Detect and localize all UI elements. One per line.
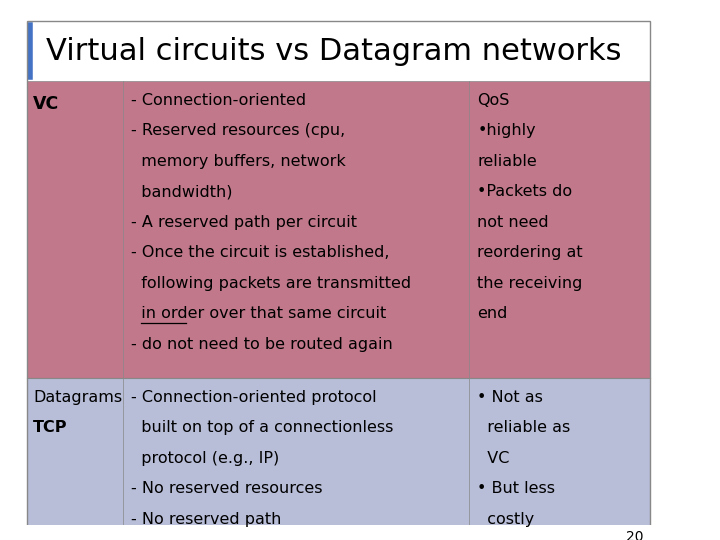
Text: •highly: •highly (477, 124, 536, 138)
Text: • But less: • But less (477, 481, 555, 496)
Text: protocol (e.g., IP): protocol (e.g., IP) (131, 451, 279, 466)
Text: in order over that same circuit: in order over that same circuit (131, 306, 387, 321)
Text: reliable: reliable (477, 154, 537, 169)
Text: • Not as: • Not as (477, 390, 543, 405)
Text: not need: not need (477, 215, 549, 230)
Text: following packets are transmitted: following packets are transmitted (131, 276, 411, 291)
Text: Virtual circuits vs Datagram networks: Virtual circuits vs Datagram networks (47, 37, 622, 66)
Text: - Once the circuit is established,: - Once the circuit is established, (131, 245, 390, 260)
FancyBboxPatch shape (27, 21, 650, 82)
Text: - do not need to be routed again: - do not need to be routed again (131, 337, 393, 352)
Text: reliable as: reliable as (477, 420, 570, 435)
Text: - Connection-oriented: - Connection-oriented (131, 93, 306, 108)
FancyBboxPatch shape (27, 82, 650, 379)
Text: end: end (477, 306, 508, 321)
Text: TCP: TCP (33, 420, 68, 435)
FancyBboxPatch shape (27, 379, 650, 540)
Text: - No reserved resources: - No reserved resources (131, 481, 323, 496)
Text: - No reserved path: - No reserved path (131, 512, 282, 527)
Text: built on top of a connectionless: built on top of a connectionless (131, 420, 394, 435)
Text: bandwidth): bandwidth) (131, 185, 233, 199)
Text: QoS: QoS (477, 93, 510, 108)
Text: •Packets do: •Packets do (477, 185, 572, 199)
Text: Datagrams: Datagrams (33, 390, 122, 405)
Text: costly: costly (477, 512, 534, 527)
Text: - A reserved path per circuit: - A reserved path per circuit (131, 215, 357, 230)
Text: reordering at: reordering at (477, 245, 583, 260)
Text: the receiving: the receiving (477, 276, 582, 291)
Text: - Connection-oriented protocol: - Connection-oriented protocol (131, 390, 377, 405)
Text: memory buffers, network: memory buffers, network (131, 154, 346, 169)
Text: VC: VC (477, 451, 510, 466)
Text: - Reserved resources (cpu,: - Reserved resources (cpu, (131, 124, 346, 138)
Text: 20: 20 (626, 530, 644, 540)
Text: VC: VC (33, 94, 60, 112)
